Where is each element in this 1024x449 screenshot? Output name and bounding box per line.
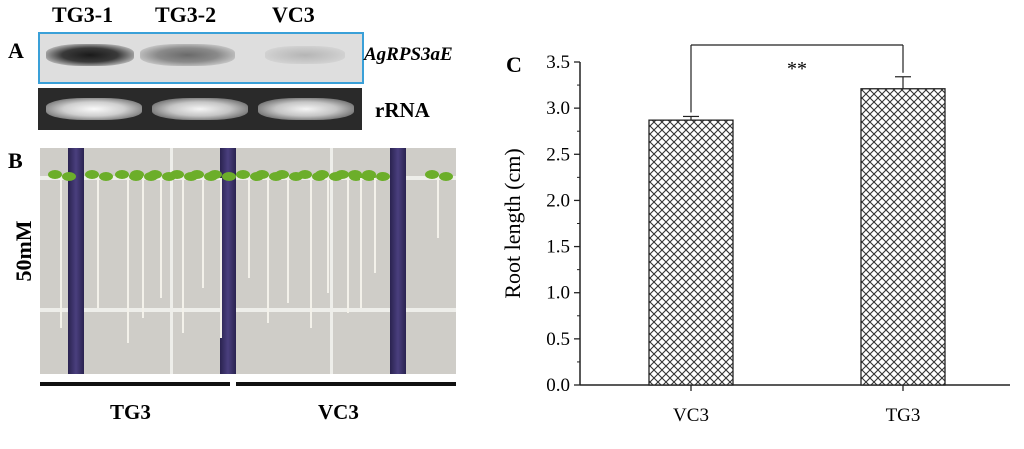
panel-a-letter: A bbox=[8, 38, 24, 63]
northern-blot bbox=[38, 32, 364, 84]
y-tick-label: 1.0 bbox=[546, 283, 570, 304]
blot-band-tg3-1 bbox=[46, 44, 134, 66]
root-length-chart: 0.0 0.5 1.0 1.5 2.0 2.5 3.0 3.5 Root length (cm)… bbox=[500, 44, 1010, 426]
group-label-vc3: VC3 bbox=[318, 400, 359, 424]
condition-label: 50mM bbox=[11, 220, 36, 282]
lane-label-tg3-2: TG3-2 bbox=[155, 2, 217, 27]
x-tick-label: VC3 bbox=[673, 405, 709, 426]
blot-band-tg3-2 bbox=[140, 44, 235, 66]
lane-label-tg3-1: TG3-1 bbox=[52, 2, 114, 27]
panel-c-letter: C bbox=[506, 52, 522, 77]
tile-grout bbox=[330, 148, 333, 374]
y-tick-label: 2.5 bbox=[546, 144, 570, 165]
purple-strap bbox=[390, 148, 406, 374]
group-bar-vc3 bbox=[236, 382, 456, 386]
tile-grout bbox=[170, 148, 173, 374]
y-axis-label: Root length (cm) bbox=[500, 148, 525, 298]
y-tick-label: 3.5 bbox=[546, 52, 570, 73]
group-bar-tg3 bbox=[40, 382, 230, 386]
lane-label-vc3: VC3 bbox=[272, 2, 315, 27]
panel-b-letter: B bbox=[8, 148, 23, 173]
rrna-gel bbox=[38, 88, 362, 130]
tile-grout bbox=[40, 308, 456, 312]
y-tick-label: 0.0 bbox=[546, 375, 570, 396]
purple-strap bbox=[220, 148, 236, 374]
rrna-band-3 bbox=[258, 98, 354, 120]
gene-label: AgRPS3aE bbox=[364, 44, 453, 65]
y-tick-label: 1.5 bbox=[546, 237, 570, 258]
x-tick-label: TG3 bbox=[886, 405, 921, 426]
significance-marker: ** bbox=[787, 58, 807, 80]
y-tick-label: 3.0 bbox=[546, 98, 570, 119]
bar-tg3 bbox=[860, 88, 946, 386]
blot-band-vc3 bbox=[265, 46, 345, 64]
rrna-band-2 bbox=[152, 98, 248, 120]
y-tick-label: 0.5 bbox=[546, 329, 570, 350]
y-tick-label: 2.0 bbox=[546, 190, 570, 211]
seedling-photo bbox=[40, 148, 456, 374]
bar-vc3 bbox=[648, 119, 734, 386]
purple-strap bbox=[68, 148, 84, 374]
rrna-band-1 bbox=[46, 98, 142, 120]
rrna-label: rRNA bbox=[375, 98, 430, 122]
group-label-tg3: TG3 bbox=[110, 400, 151, 424]
